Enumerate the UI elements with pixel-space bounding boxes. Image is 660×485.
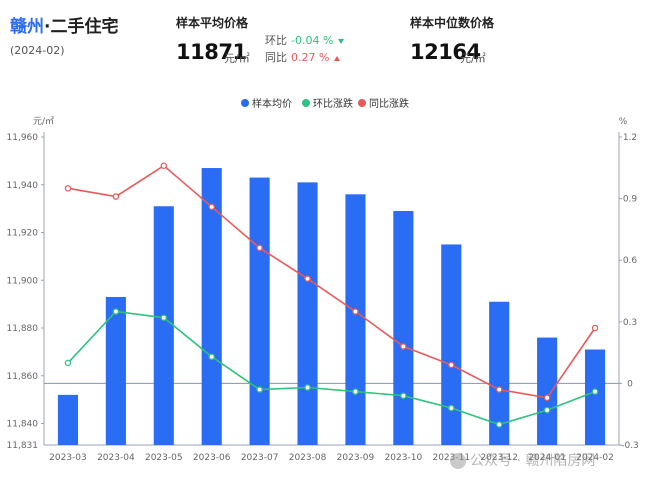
bar-avg-price [489, 301, 510, 445]
point-yoy [448, 361, 455, 369]
avg-yoy-value: 0.27 % [291, 51, 330, 64]
avg-mom-label: 环比 [265, 34, 287, 47]
point-mom [352, 388, 359, 395]
x-tick-label: 2023-09 [337, 453, 375, 463]
right-tick-label: 0.3 [623, 318, 637, 328]
right-tick-label: -0.3 [621, 441, 639, 451]
avg-price-value: 11871 [176, 40, 247, 64]
left-tick-label: 11,880 [7, 324, 39, 334]
legend-marker-0 [241, 99, 249, 107]
bar-avg-price [297, 182, 318, 446]
point-yoy [591, 324, 599, 332]
point-yoy [543, 394, 551, 402]
bar-avg-price [441, 244, 462, 445]
point-mom [256, 386, 263, 393]
x-tick-label: 2023-10 [385, 453, 423, 463]
x-tick-label: 2023-05 [145, 453, 183, 463]
page-title: 赣州·二手住宅 [10, 12, 118, 37]
title-separator: · [44, 17, 51, 37]
title-rest: 二手住宅 [50, 17, 119, 37]
legend-marker-2 [358, 99, 366, 107]
period-label: (2024-02) [10, 44, 65, 57]
point-mom [543, 406, 551, 414]
x-tick-label: 2024-02 [576, 453, 614, 463]
wechat-icon [450, 453, 466, 469]
left-tick-label: 11,900 [7, 276, 39, 286]
point-mom [64, 359, 72, 367]
median-price-value: 12164 [410, 40, 481, 64]
point-mom [112, 308, 120, 315]
x-tick-label: 2023-08 [289, 453, 327, 463]
right-tick-label: 0 [627, 379, 633, 389]
x-tick-label: 2023-06 [193, 453, 231, 463]
point-yoy [400, 343, 407, 350]
bar-avg-price [249, 177, 270, 445]
legend-label-0: 样本均价 [252, 97, 292, 110]
line-mom [67, 310, 596, 426]
x-tick-label: 2023-03 [49, 453, 87, 463]
point-mom [495, 421, 503, 428]
right-axis-unit: % [619, 117, 628, 127]
down-triangle-icon [338, 38, 345, 44]
bar-avg-price [584, 349, 606, 445]
point-yoy [304, 275, 311, 282]
x-tick-label: 2023-12 [480, 453, 518, 463]
x-tick-label: 2023-04 [97, 453, 135, 463]
bar-avg-price [393, 211, 414, 445]
left-tick-label: 11,840 [7, 420, 39, 430]
point-mom [160, 314, 168, 321]
median-price-label: 样本中位数价格 [410, 16, 495, 30]
bar-avg-price [537, 337, 558, 445]
city-name: 赣州 [10, 17, 44, 37]
x-tick-label: 2024-01 [528, 453, 566, 463]
point-yoy [160, 162, 168, 169]
bar-avg-price [57, 394, 79, 445]
median-price-unit: 元/㎡ [460, 52, 486, 65]
avg-price-label: 样本平均价格 [176, 16, 249, 30]
point-mom [591, 388, 599, 395]
bar-avg-price [201, 168, 222, 445]
point-yoy [64, 185, 72, 192]
point-yoy [208, 203, 215, 211]
up-triangle-icon [334, 55, 341, 61]
left-tick-label: 11,920 [7, 229, 39, 239]
point-mom [208, 353, 215, 360]
left-axis-unit: 元/㎡ [33, 116, 54, 127]
legend-marker-1 [302, 99, 310, 107]
bar-avg-price [105, 296, 126, 445]
avg-yoy-label: 同比 [265, 51, 287, 64]
point-yoy [112, 193, 120, 200]
watermark-text: 公众号 · 赣州陷房网 [470, 453, 596, 469]
point-yoy [352, 308, 359, 315]
left-tick-label: 11,960 [7, 133, 39, 143]
avg-mom-change: 环比 -0.04 % [265, 32, 345, 48]
right-tick-label: 0.6 [623, 256, 638, 266]
line-yoy [67, 164, 596, 399]
left-tick-label: 11,940 [7, 181, 39, 191]
point-yoy [256, 244, 263, 252]
left-tick-label-bottom: 11,831 [7, 441, 39, 451]
avg-mom-value: -0.04 % [291, 34, 334, 47]
right-tick-label: 0.9 [623, 195, 638, 205]
watermark: 公众号 · 赣州陷房网 [450, 450, 595, 470]
avg-yoy-change: 同比 0.27 % [265, 49, 341, 65]
bar-avg-price [345, 194, 366, 445]
legend-label-1: 环比涨跌 [313, 97, 353, 110]
point-yoy [495, 386, 503, 393]
avg-price-unit: 元/㎡ [224, 52, 250, 65]
point-mom [304, 384, 311, 391]
bar-avg-price [153, 206, 174, 445]
legend-label-2: 同比涨跌 [369, 97, 409, 110]
x-tick-label: 2023-07 [241, 453, 279, 463]
point-mom [448, 404, 455, 412]
point-mom [400, 392, 407, 399]
left-tick-label: 11,860 [7, 372, 39, 382]
right-tick-label: 1.2 [623, 133, 637, 143]
